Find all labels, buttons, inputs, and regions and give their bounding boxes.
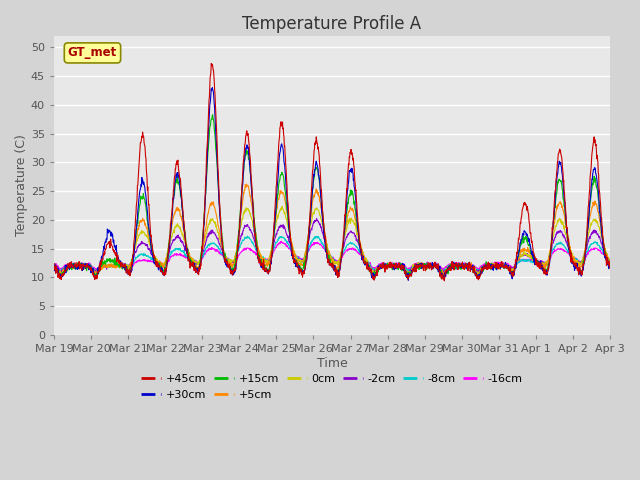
X-axis label: Time: Time xyxy=(317,357,348,370)
Text: GT_met: GT_met xyxy=(68,47,117,60)
Title: Temperature Profile A: Temperature Profile A xyxy=(243,15,422,33)
Legend: +45cm, +30cm, +15cm, +5cm, 0cm, -2cm, -8cm, -16cm: +45cm, +30cm, +15cm, +5cm, 0cm, -2cm, -8… xyxy=(137,370,527,404)
Y-axis label: Temperature (C): Temperature (C) xyxy=(15,134,28,236)
